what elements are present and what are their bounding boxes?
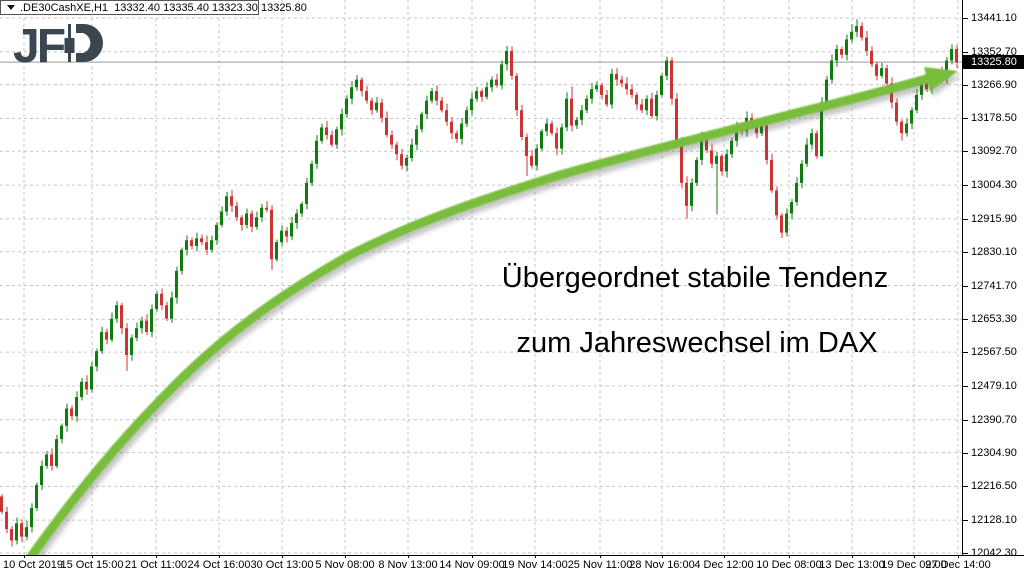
price-tick-label: 12567.50 — [971, 346, 1017, 359]
time-tick-mark — [408, 555, 409, 558]
time-tick-mark — [282, 555, 283, 558]
logo-letters-jf: JF — [13, 20, 65, 68]
candlesticks — [0, 19, 958, 547]
symbol-ohlc-text: .DE30CashXE,H1 13332.40 13335.40 13323.3… — [20, 1, 307, 14]
price-tick-mark — [963, 185, 968, 187]
price-tick-mark — [963, 285, 968, 287]
annotation-line-2: zum Jahreswechsel im DAX — [516, 327, 878, 359]
time-tick-mark — [852, 555, 853, 558]
symbol-title-box: .DE30CashXE,H1 13332.40 13335.40 13323.3… — [0, 0, 307, 15]
price-tick-label: 12216.50 — [971, 480, 1017, 493]
time-tick-mark — [92, 555, 93, 558]
trend-arrow — [25, 67, 958, 563]
time-tick-mark — [662, 555, 663, 558]
price-tick-mark — [963, 218, 968, 220]
price-tick-mark — [963, 18, 968, 19]
time-tick-mark — [219, 555, 220, 558]
trend-arrow-head — [924, 67, 958, 92]
time-tick-mark — [472, 555, 473, 558]
time-tick-mark — [958, 555, 959, 558]
logo-candle-body — [64, 38, 75, 53]
price-tick-mark — [963, 520, 968, 522]
time-tick-label: 13 Dec 13:00 — [819, 559, 885, 571]
price-tick-label: 12653.30 — [971, 313, 1017, 326]
price-tick-mark — [963, 486, 968, 488]
current-price-label: 13325.80 — [963, 55, 1024, 70]
time-tick-label: 19 Dec 09:00 — [881, 559, 947, 571]
time-tick-label: 21 Oct 11:00 — [124, 559, 188, 571]
time-tick-mark — [914, 555, 915, 558]
price-axis[interactable]: 13325.80 13441.10 13352.70 13266.90 13178.5… — [962, 0, 1024, 559]
price-tick-label: 12128.10 — [971, 514, 1017, 527]
time-tick-label: 15 Oct 15:00 — [60, 559, 124, 571]
price-tick-label: 13352.70 — [971, 45, 1017, 58]
price-tick-label: 12741.70 — [971, 279, 1017, 292]
time-tick-label: 27 Dec 14:00 — [925, 559, 991, 571]
time-tick-label: 24 Oct 16:00 — [187, 559, 251, 571]
price-tick-mark — [963, 352, 968, 354]
price-tick-label: 13441.10 — [971, 12, 1017, 24]
price-tick-label: 12915.90 — [971, 212, 1017, 225]
time-tick-label: 10 Dec 08:00 — [756, 559, 822, 571]
time-tick-mark — [156, 555, 157, 558]
price-tick-mark — [963, 84, 968, 86]
time-axis[interactable]: 10 Oct 2019 15 Oct 15:00 21 Oct 11:00 24 Oc… — [0, 555, 1024, 576]
price-tick-label: 12830.10 — [971, 245, 1017, 258]
time-tick-mark — [789, 555, 790, 558]
price-tick-label: 13004.30 — [971, 179, 1017, 192]
grid — [0, 0, 962, 555]
price-tick-mark — [963, 118, 968, 120]
time-tick-label: 5 Nov 08:00 — [315, 559, 375, 571]
price-tick-mark — [963, 51, 968, 53]
time-tick-label: 28 Nov 16:00 — [629, 559, 695, 571]
time-tick-label: 30 Oct 13:00 — [250, 559, 314, 571]
chevron-down-icon[interactable] — [7, 5, 15, 10]
time-tick-label: 10 Oct 2019 — [3, 559, 63, 571]
time-tick-mark — [535, 555, 536, 558]
time-tick-label: 25 Nov 11:00 — [567, 559, 633, 571]
price-tick-label: 13092.70 — [971, 145, 1017, 158]
price-tick-label: 13266.90 — [971, 78, 1017, 91]
time-tick-mark — [600, 555, 601, 558]
time-tick-mark — [24, 555, 25, 558]
time-tick-label: 19 Nov 14:00 — [502, 559, 568, 571]
time-tick-mark — [724, 555, 725, 558]
jfd-logo: JF — [8, 18, 103, 73]
price-tick-label: 12390.70 — [971, 413, 1017, 426]
annotation-line-1: Übergeordnet stabile Tendenz — [501, 262, 889, 294]
time-tick-mark — [345, 555, 346, 558]
time-tick-label: 4 Dec 12:00 — [694, 559, 754, 571]
logo-letter-d-bowl — [76, 24, 103, 62]
price-tick-label: 13178.50 — [971, 112, 1017, 125]
price-tick-mark — [963, 385, 968, 387]
time-tick-label: 14 Nov 09:00 — [439, 559, 505, 571]
price-tick-label: 12479.10 — [971, 379, 1017, 392]
price-tick-label: 12304.90 — [971, 446, 1017, 459]
price-tick-mark — [963, 419, 968, 421]
price-tick-mark — [963, 553, 968, 554]
price-tick-mark — [963, 452, 968, 454]
price-tick-mark — [963, 319, 968, 321]
price-tick-mark — [963, 151, 968, 153]
time-tick-label: 8 Nov 13:00 — [378, 559, 438, 571]
price-tick-mark — [963, 251, 968, 253]
